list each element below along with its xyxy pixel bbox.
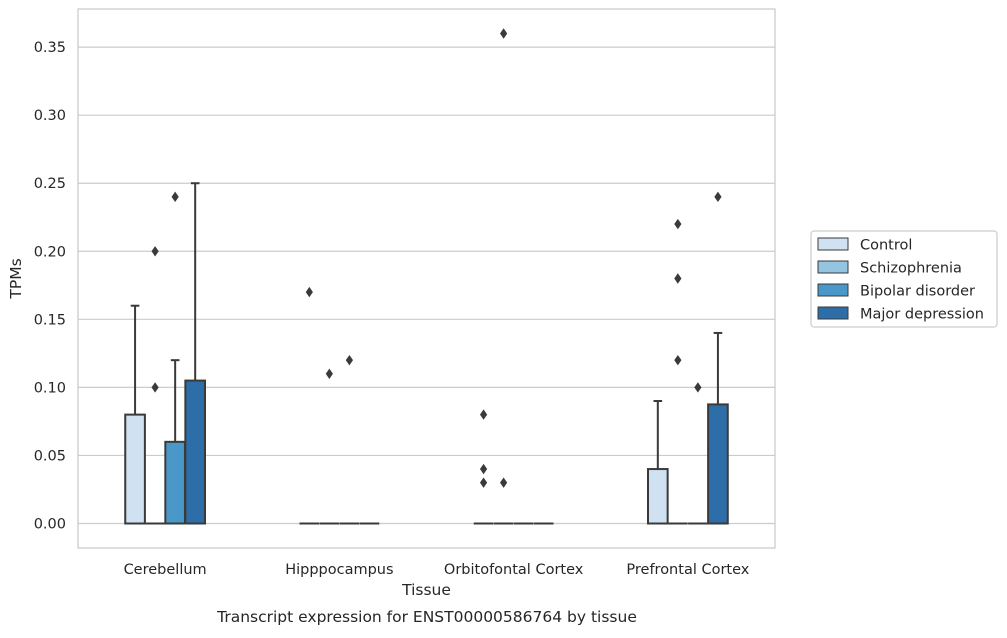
box-schizophrenia bbox=[319, 368, 340, 525]
legend-label: Control bbox=[860, 238, 912, 254]
y-tick-label: 0.20 bbox=[34, 244, 66, 260]
box-body bbox=[184, 379, 207, 525]
plot-area-frame bbox=[77, 8, 776, 549]
y-tick-label: 0.05 bbox=[34, 448, 66, 464]
outlier-point bbox=[714, 191, 722, 203]
box-major-depression bbox=[707, 191, 729, 525]
box-body bbox=[646, 468, 669, 525]
y-axis-ticks: 0.00 0.05 0.10 0.15 0.20 0.25 0.30 0.35 bbox=[34, 40, 66, 532]
outlier-point bbox=[479, 409, 488, 420]
legend-swatch bbox=[817, 306, 849, 320]
y-tick-label: 0.30 bbox=[34, 108, 66, 124]
x-tick-label: Cerebellum bbox=[124, 562, 207, 578]
box-major-depression bbox=[184, 182, 207, 525]
box-control bbox=[646, 400, 669, 525]
y-tick-label: 0.15 bbox=[34, 312, 66, 328]
outlier-point bbox=[674, 273, 682, 284]
boxes bbox=[124, 28, 729, 525]
box-schizophrenia bbox=[145, 246, 165, 525]
outlier-point bbox=[305, 286, 313, 298]
y-tick-label: 0.25 bbox=[34, 176, 66, 192]
legend-swatch bbox=[817, 283, 849, 297]
outlier-point bbox=[479, 477, 488, 488]
legend-item: Bipolar disorder bbox=[817, 283, 975, 300]
y-tick-label: 0.10 bbox=[34, 380, 66, 396]
legend-swatch bbox=[817, 260, 849, 274]
y-axis-label: TPMs bbox=[7, 258, 25, 299]
box-bipolar-disorder bbox=[688, 382, 708, 525]
x-tick-label: Orbitofontal Cortex bbox=[444, 562, 584, 578]
box-control bbox=[473, 409, 494, 525]
legend-item: Major depression bbox=[817, 306, 984, 323]
outlier-point bbox=[325, 368, 333, 379]
y-tick-label: 0.00 bbox=[34, 517, 66, 533]
outlier-point bbox=[674, 218, 682, 230]
box-control bbox=[124, 304, 146, 525]
legend-swatch bbox=[817, 237, 849, 251]
outlier-point bbox=[500, 28, 508, 39]
box-control bbox=[299, 286, 320, 525]
box-body bbox=[164, 440, 186, 525]
box-body bbox=[707, 403, 729, 525]
outlier-point bbox=[345, 354, 353, 366]
legend-item: Schizophrenia bbox=[817, 260, 962, 277]
outlier-point bbox=[171, 191, 179, 203]
legend-frame bbox=[810, 230, 998, 328]
legend-label: Schizophrenia bbox=[860, 261, 962, 277]
legend-label: Major depression bbox=[860, 307, 984, 323]
outlier-point bbox=[151, 246, 159, 257]
x-axis-label: Tissue bbox=[401, 581, 451, 599]
x-tick-label: Hipppocampus bbox=[285, 562, 393, 578]
x-tick-label: Prefrontal Cortex bbox=[626, 562, 749, 578]
box-schizophrenia bbox=[493, 28, 514, 525]
outlier-point bbox=[694, 382, 702, 393]
legend-label: Bipolar disorder bbox=[860, 284, 975, 300]
box-body bbox=[124, 413, 146, 525]
outlier-point bbox=[674, 354, 682, 366]
legend: Control Schizophrenia Bipolar disorder Majo… bbox=[810, 230, 998, 328]
outlier-point bbox=[151, 382, 159, 393]
outlier-point bbox=[500, 477, 508, 488]
outlier-point bbox=[479, 463, 488, 475]
x-axis-ticks: Cerebellum Hipppocampus Orbitofontal Corte… bbox=[124, 562, 750, 578]
chart-caption: Transcript expression for ENST0000058676… bbox=[216, 608, 637, 626]
box-bipolar-disorder bbox=[339, 354, 360, 525]
legend-item: Control bbox=[817, 237, 912, 254]
y-tick-label: 0.35 bbox=[34, 40, 66, 56]
box-schizophrenia bbox=[668, 218, 688, 525]
